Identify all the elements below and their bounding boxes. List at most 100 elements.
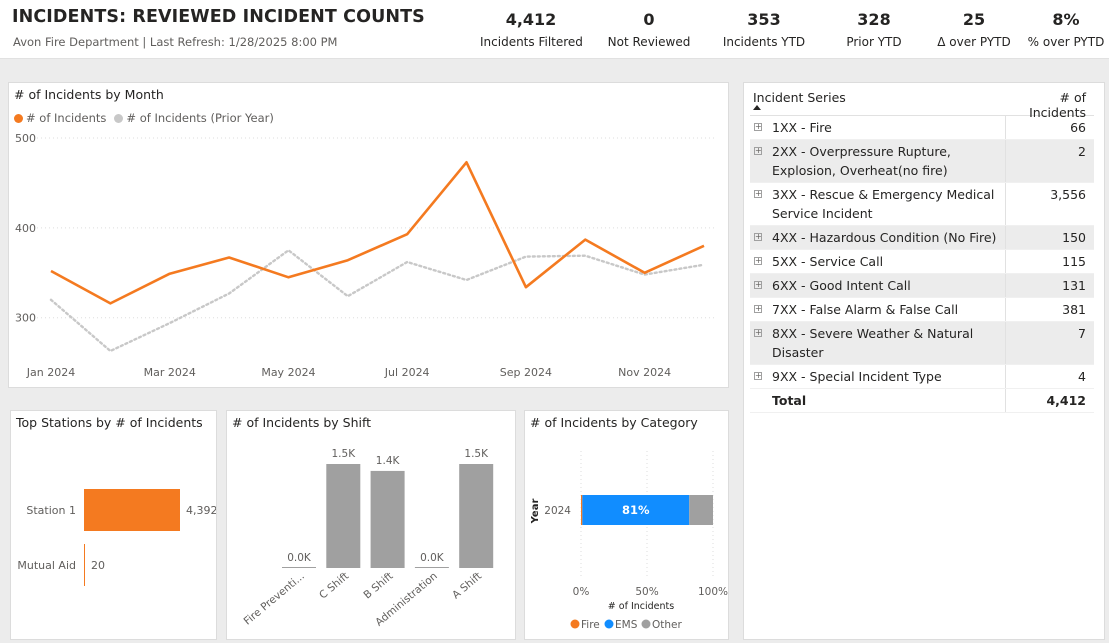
- kpi-label: Incidents Filtered: [480, 35, 583, 49]
- column-header-series[interactable]: Incident Series: [750, 85, 1005, 115]
- kpi-not-reviewed: 0 Not Reviewed: [605, 10, 693, 49]
- total-value: 4,412: [1005, 389, 1094, 412]
- kpi-delta-over-pytd: 25 Δ over PYTD: [930, 10, 1018, 49]
- kpi-incidents-ytd: 353 Incidents YTD: [720, 10, 808, 49]
- x-tick-label: 50%: [635, 586, 658, 598]
- table-row[interactable]: +7XX - False Alarm & False Call 381: [750, 298, 1094, 322]
- shift-category-label: B Shift: [361, 570, 395, 601]
- kpi-label: Prior YTD: [846, 35, 902, 49]
- row-label: 6XX - Good Intent Call: [772, 278, 911, 293]
- expand-icon[interactable]: +: [754, 328, 762, 337]
- monthly-legend: # of Incidents # of Incidents (Prior Yea…: [14, 111, 282, 125]
- row-label: 8XX - Severe Weather & Natural Disaster: [772, 326, 974, 360]
- row-label: 2XX - Overpressure Rupture, Explosion, O…: [772, 144, 951, 178]
- shift-panel[interactable]: # of Incidents by Shift 0.0K Fire Prevent…: [226, 410, 516, 640]
- table-row[interactable]: +9XX - Special Incident Type 4: [750, 365, 1094, 389]
- category-panel[interactable]: # of Incidents by Category 0% 50% 100% 81% 2…: [524, 410, 729, 640]
- row-value: 66: [1005, 116, 1094, 139]
- monthly-line-chart[interactable]: 300 400 500 Jan 2024 Mar 2024 May 2024 Jul 202…: [9, 83, 728, 387]
- kpi-percent-over-pytd: 8% % over PYTD: [1025, 10, 1107, 49]
- table-row[interactable]: +3XX - Rescue & Emergency Medical Servic…: [750, 183, 1094, 226]
- table-row[interactable]: +6XX - Good Intent Call 131: [750, 274, 1094, 298]
- expand-icon[interactable]: +: [754, 280, 762, 289]
- expand-icon[interactable]: +: [754, 232, 762, 241]
- kpi-value: 353: [747, 10, 781, 29]
- incident-series-table-panel: Incident Series # of Incidents +1XX - Fi…: [743, 82, 1105, 640]
- legend-item-incidents[interactable]: # of Incidents: [14, 111, 106, 125]
- row-value: 150: [1005, 226, 1094, 249]
- row-label: 4XX - Hazardous Condition (No Fire): [772, 230, 997, 245]
- row-value: 115: [1005, 250, 1094, 273]
- column-header-label: Incident Series: [753, 90, 846, 105]
- page-subtitle: Avon Fire Department | Last Refresh: 1/2…: [13, 35, 338, 49]
- row-label: 1XX - Fire: [772, 120, 832, 135]
- ems-data-label: 81%: [622, 503, 650, 517]
- shift-value-label: 1.5K: [332, 448, 357, 460]
- expand-icon[interactable]: +: [754, 146, 762, 155]
- row-label: 3XX - Rescue & Emergency Medical Service…: [772, 187, 995, 221]
- legend-dot-icon: [641, 619, 651, 629]
- page-title: INCIDENTS: REVIEWED INCIDENT COUNTS: [12, 7, 425, 27]
- expand-icon[interactable]: +: [754, 256, 762, 265]
- expand-icon[interactable]: +: [754, 371, 762, 380]
- legend-label: Other: [652, 619, 682, 631]
- shift-category-label: Fire Preventi...: [242, 570, 307, 628]
- top-stations-panel[interactable]: Top Stations by # of Incidents Station 1…: [10, 410, 217, 640]
- legend-dot-icon: [14, 113, 23, 123]
- stations-bar-chart[interactable]: Station 1 4,392 Mutual Aid 20: [11, 411, 216, 639]
- table-row[interactable]: +1XX - Fire 66: [750, 116, 1094, 140]
- shift-value-label: 1.4K: [376, 455, 401, 467]
- table-row[interactable]: +4XX - Hazardous Condition (No Fire) 150: [750, 226, 1094, 250]
- row-value: 381: [1005, 298, 1094, 321]
- table-total-row: Total 4,412: [750, 389, 1094, 413]
- kpi-label: % over PYTD: [1027, 35, 1105, 49]
- row-label: 5XX - Service Call: [772, 254, 884, 269]
- monthly-chart-title: # of Incidents by Month: [14, 87, 164, 102]
- table-row[interactable]: +2XX - Overpressure Rupture, Explosion, …: [750, 140, 1094, 183]
- category-bar-segment-ems: [582, 495, 690, 525]
- kpi-prior-ytd: 328 Prior YTD: [830, 10, 918, 49]
- legend-label: Fire: [581, 619, 600, 631]
- legend-dot-icon: [114, 113, 124, 123]
- shift-category-label: C Shift: [317, 570, 351, 601]
- expand-icon[interactable]: +: [754, 304, 762, 313]
- station-bar: [84, 489, 180, 531]
- legend-item-prior-year[interactable]: # of Incidents (Prior Year): [114, 111, 274, 125]
- x-tick-label: Sep 2024: [500, 366, 552, 379]
- incidents-series-line: [50, 161, 705, 305]
- expand-icon[interactable]: +: [754, 189, 762, 198]
- x-tick-label: Nov 2024: [618, 366, 671, 379]
- shift-bar: [459, 464, 494, 568]
- shift-bar-chart[interactable]: 0.0K Fire Preventi... 1.5K C Shift 1.4K B Shi…: [227, 411, 515, 639]
- shift-bar: [370, 470, 405, 568]
- x-axis-title: # of Incidents: [608, 601, 674, 612]
- row-value: 7: [1005, 322, 1094, 364]
- x-tick-label: Mar 2024: [144, 366, 196, 379]
- shift-chart-title: # of Incidents by Shift: [232, 415, 372, 430]
- kpi-value: 328: [857, 10, 891, 29]
- y-category-label: 2024: [544, 505, 571, 517]
- category-chart-title: # of Incidents by Category: [530, 415, 698, 430]
- expand-icon[interactable]: +: [754, 122, 762, 131]
- shift-value-label: 1.5K: [464, 448, 489, 460]
- incident-series-table: Incident Series # of Incidents +1XX - Fi…: [750, 85, 1094, 413]
- table-row[interactable]: +8XX - Severe Weather & Natural Disaster…: [750, 322, 1094, 365]
- column-header-count[interactable]: # of Incidents: [1029, 90, 1086, 120]
- kpi-value: 8%: [1052, 10, 1080, 29]
- kpi-value: 25: [962, 10, 986, 29]
- shift-value-label: 0.0K: [420, 552, 445, 564]
- prior-year-series-line: [49, 248, 706, 353]
- x-tick-label: 0%: [573, 586, 590, 598]
- row-value: 3,556: [1005, 183, 1094, 225]
- kpi-incidents-filtered: 4,412 Incidents Filtered: [480, 10, 583, 49]
- table-header: Incident Series # of Incidents: [750, 85, 1094, 120]
- table-row[interactable]: +5XX - Service Call 115: [750, 250, 1094, 274]
- x-tick-label: 100%: [698, 586, 728, 598]
- report-header: INCIDENTS: REVIEWED INCIDENT COUNTS Avon…: [0, 0, 1109, 59]
- monthly-incidents-panel[interactable]: # of Incidents by Month # of Incidents #…: [8, 82, 729, 388]
- legend-label: # of Incidents: [26, 111, 107, 125]
- x-tick-label: Jan 2024: [26, 366, 75, 379]
- y-tick-label: 400: [15, 222, 36, 235]
- station-value-label: 4,392: [186, 504, 216, 517]
